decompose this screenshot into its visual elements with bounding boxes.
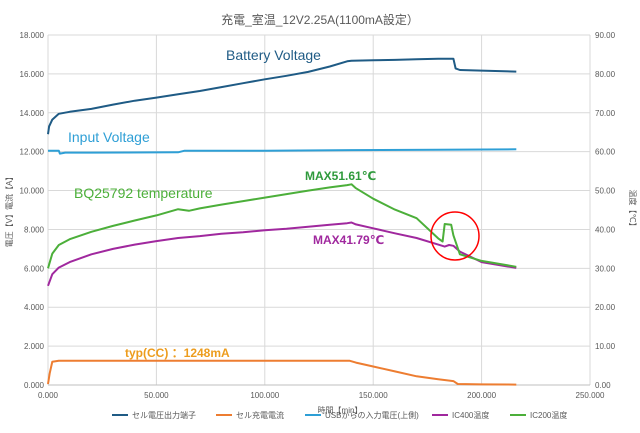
- y-right-tick-label: 10.00: [595, 342, 616, 351]
- x-tick-label: 250.000: [576, 391, 605, 400]
- y-right-tick-label: 40.00: [595, 225, 616, 234]
- typ-cc-annotation: typ(CC) ：1248mA: [125, 346, 230, 360]
- legend-label: セル電圧出力端子: [132, 410, 196, 420]
- y-left-tick-label: 6.000: [24, 264, 45, 273]
- tick-layer: 0.000 2.000 4.000 6.000 8.000 10.000 12.000 14.…: [20, 31, 616, 400]
- y-left-tick-label: 16.000: [20, 70, 45, 79]
- y-axis-left-label: 電圧【V】電流【A】: [4, 173, 14, 248]
- y-right-tick-label: 80.00: [595, 70, 616, 79]
- highlight-circle: [430, 211, 480, 261]
- battery-voltage-annotation: Battery Voltage: [226, 47, 321, 63]
- x-tick-label: 50.000: [144, 391, 169, 400]
- y-left-tick-label: 4.000: [24, 303, 45, 312]
- y-left-tick-label: 0.000: [24, 381, 45, 390]
- series-line-セル充電電流: [47, 359, 517, 386]
- y-left-tick-label: 2.000: [24, 342, 45, 351]
- y-left-tick-label: 18.000: [20, 31, 45, 40]
- ic200-max-annotation: MAX51.61℃: [305, 169, 376, 183]
- series-line-IC400温度: [47, 221, 517, 287]
- y-right-tick-label: 60.00: [595, 148, 616, 157]
- y-right-tick-label: 50.00: [595, 187, 616, 196]
- x-axis-label: 時間【min】: [318, 406, 363, 415]
- y-left-tick-label: 12.000: [20, 148, 45, 157]
- y-right-tick-label: 90.00: [595, 31, 616, 40]
- legend-label: セル充電電流: [236, 410, 284, 420]
- x-tick-label: 150.000: [359, 391, 388, 400]
- grid-layer: [47, 34, 591, 386]
- series-line-USBからの入力電圧(上側): [48, 148, 517, 155]
- x-tick-label: 200.000: [467, 391, 496, 400]
- y-right-tick-label: 70.00: [595, 109, 616, 118]
- y-left-tick-label: 8.000: [24, 225, 45, 234]
- y-left-tick-label: 14.000: [20, 109, 45, 118]
- y-right-tick-label: 0.00: [595, 381, 611, 390]
- input-voltage-annotation: Input Voltage: [68, 129, 150, 145]
- ic400-max-annotation: MAX41.79℃: [313, 233, 384, 247]
- chart-title: 充電_室温_12V2.25A(1100mA設定）: [221, 12, 419, 27]
- y-axis-right-label: 温度【℃】: [628, 190, 638, 231]
- legend-label: IC400温度: [452, 410, 489, 420]
- bq-temperature-annotation: BQ25792 temperature: [74, 185, 213, 201]
- legend-label: USBからの入力電圧(上側): [325, 410, 419, 420]
- x-tick-label: 0.000: [38, 391, 59, 400]
- legend-layer: セル電圧出力端子 セル充電電流 USBからの入力電圧(上側) IC400温度 IC200…: [112, 410, 567, 420]
- y-right-tick-label: 20.00: [595, 303, 616, 312]
- series-line-セル電圧出力端子: [47, 57, 517, 135]
- x-tick-label: 100.000: [250, 391, 279, 400]
- legend-label: IC200温度: [530, 410, 567, 420]
- y-left-tick-label: 10.000: [20, 187, 45, 196]
- y-right-tick-label: 30.00: [595, 264, 616, 273]
- series-line-IC200温度: [47, 183, 517, 269]
- series-layer: [47, 57, 517, 386]
- annotation-layer: Battery Voltage Input Voltage BQ25792 temp…: [68, 47, 480, 360]
